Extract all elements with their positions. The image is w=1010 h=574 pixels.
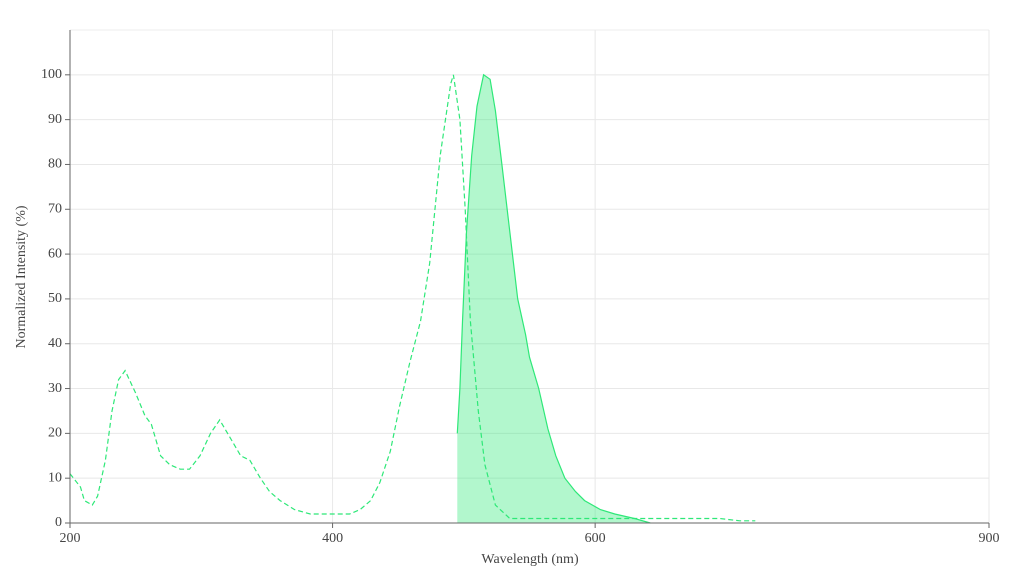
x-tick-label: 600 (585, 531, 606, 546)
y-tick-label: 60 (48, 246, 62, 261)
x-tick-label: 200 (60, 531, 81, 546)
y-tick-label: 20 (48, 426, 62, 441)
line (456, 73, 651, 524)
y-tick-label: 90 (48, 112, 62, 127)
line (69, 74, 756, 522)
y-tick-label: 80 (48, 157, 62, 172)
y-tick-label: 30 (48, 381, 62, 396)
y-tick-label: 0 (55, 515, 62, 530)
y-tick-label: 70 (48, 201, 62, 216)
x-axis-label: Wavelength (nm) (481, 552, 579, 567)
area (457, 74, 651, 524)
y-axis-label: Normalized Intensity (%) (14, 205, 29, 348)
x-tick-label: 400 (322, 531, 343, 546)
y-tick-label: 50 (48, 291, 62, 306)
y-tick-label: 40 (48, 336, 62, 351)
y-tick-label: 100 (41, 67, 62, 82)
x-tick-label: 900 (979, 531, 1000, 546)
y-tick-label: 10 (48, 470, 62, 485)
